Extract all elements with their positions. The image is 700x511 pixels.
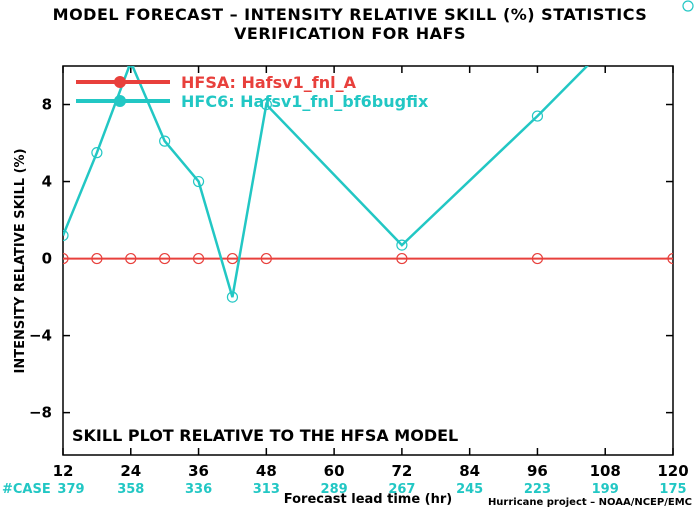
case-row-label: #CASE [2,482,51,497]
data-point-series-2 [192,175,205,188]
legend-label: HFC6: Hafsv1_fnl_bf6bugfix [181,92,429,111]
legend-label: HFSA: Hafsv1_fnl_A [181,73,357,92]
y-tick-label: 0 [42,250,52,268]
case-count: 175 [659,482,686,497]
data-point-series-1 [159,252,171,265]
data-point-series-2 [159,135,171,147]
data-point-series-2 [260,98,272,111]
data-point-series-1 [531,252,544,265]
case-count: 223 [524,482,551,497]
case-count: 289 [321,482,348,497]
data-point-series-2 [531,110,544,122]
case-count: 245 [456,482,483,497]
x-tick-label: 60 [324,462,345,480]
credit-text: Hurricane project – NOAA/NCEP/EMC [488,497,692,508]
data-point-series-1 [91,252,103,265]
data-point-series-2 [91,147,103,159]
data-point-series-1 [63,252,69,265]
data-point-series-1 [125,252,137,265]
y-tick-label: 8 [42,96,52,114]
case-count: 358 [117,482,144,497]
x-tick-label: 96 [527,462,548,480]
y-tick-label: −4 [29,327,52,345]
chart-title: MODEL FORECAST – INTENSITY RELATIVE SKIL… [52,5,648,24]
data-point-series-1 [260,252,272,265]
x-tick-label: 84 [459,462,480,480]
x-tick-label: 72 [391,462,412,480]
x-tick-label: 12 [53,462,74,480]
y-tick-label: −8 [29,404,52,422]
x-tick-label: 24 [120,462,141,480]
case-count: 313 [253,482,280,497]
x-axis-title: Forecast lead time (hr) [284,492,452,507]
case-count: 199 [592,482,619,497]
legend-swatch-marker [114,95,126,107]
legend-swatch-marker [114,76,126,88]
data-point-series-1 [396,252,408,265]
data-point-series-2 [396,239,408,251]
y-tick-label: 4 [42,173,52,191]
x-tick-label: 108 [590,462,621,480]
series-line-2 [63,66,589,298]
data-point-series-1 [667,252,673,265]
x-tick-label: 120 [657,462,688,480]
annotation-skill-plot: SKILL PLOT RELATIVE TO THE HFSA MODEL [72,426,458,445]
data-point-offscale [682,0,694,12]
case-count: 267 [388,482,415,497]
x-tick-label: 48 [256,462,277,480]
data-point-series-1 [192,252,205,265]
case-count: 379 [57,482,84,497]
data-point-series-2 [226,291,239,303]
x-tick-label: 36 [188,462,209,480]
plot-frame [62,65,674,456]
case-count: 336 [185,482,212,497]
chart-subtitle: VERIFICATION FOR HAFS [234,24,466,43]
data-point-series-2 [126,66,135,68]
y-axis-title: INTENSITY RELATIVE SKILL (%) [13,148,28,373]
data-point-series-1 [226,252,239,265]
data-point-series-2 [63,229,69,242]
